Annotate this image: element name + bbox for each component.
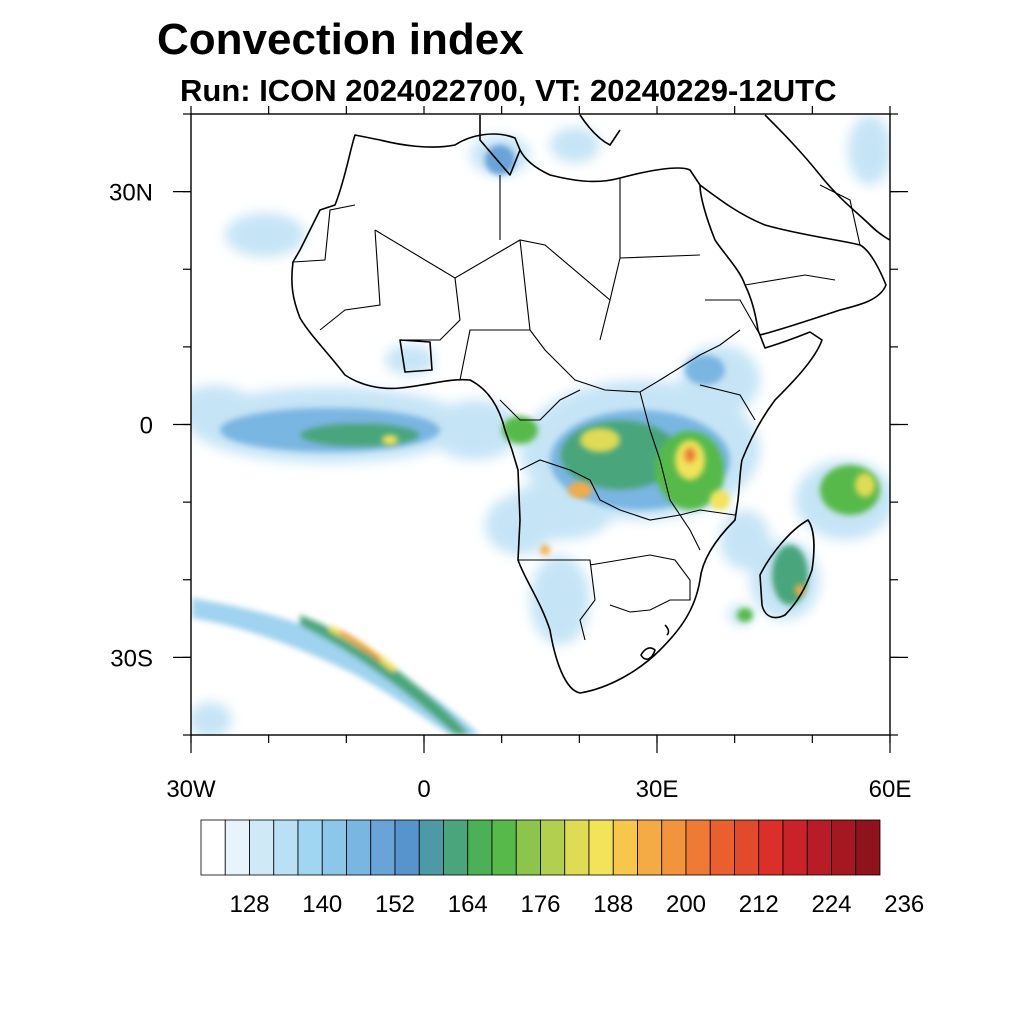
colorbar-swatch <box>637 819 663 876</box>
colorbar-swatch <box>540 819 566 876</box>
colorbar-swatch <box>346 819 372 876</box>
colorbar-swatch <box>443 819 469 876</box>
colorbar-label: 140 <box>302 891 342 918</box>
colorbar-swatch <box>200 819 226 876</box>
colorbar-swatch <box>370 819 396 876</box>
colorbar-label: 236 <box>884 891 924 918</box>
y-tick-label: 0 <box>140 413 153 440</box>
country-borders <box>292 175 861 641</box>
colorbar-swatch <box>612 819 638 876</box>
colorbar-label: 128 <box>229 891 269 918</box>
colorbar-label: 188 <box>593 891 633 918</box>
colorbar-swatch <box>491 819 517 876</box>
map-ticks <box>173 106 908 753</box>
colorbar-swatch <box>418 819 444 876</box>
colorbar-swatch <box>515 819 541 876</box>
colorbar-swatch <box>273 819 299 876</box>
colorbar-swatch <box>321 819 347 876</box>
colorbar-swatch <box>855 819 881 876</box>
map-subtitle: Run: ICON 2024022700, VT: 20240229-12UTC <box>180 73 837 108</box>
colorbar-label: 152 <box>375 891 415 918</box>
colorbar-swatch <box>685 819 711 876</box>
x-tick-label: 30E <box>636 776 679 803</box>
colorbar-swatch <box>806 819 832 876</box>
y-tick-label: 30N <box>109 180 153 207</box>
colorbar-label: 164 <box>448 891 488 918</box>
colorbar-swatch <box>564 819 590 876</box>
colorbar-label: 200 <box>666 891 706 918</box>
colorbar-swatch <box>224 819 250 876</box>
convection-field <box>191 115 890 735</box>
colorbar-swatch <box>734 819 760 876</box>
y-tick-label: 30S <box>110 645 153 672</box>
coastlines <box>291 114 891 694</box>
x-tick-label: 0 <box>417 776 430 803</box>
x-tick-label: 60E <box>869 776 912 803</box>
colorbar-swatch <box>467 819 493 876</box>
colorbar-swatch <box>709 819 735 876</box>
colorbar <box>200 819 881 876</box>
colorbar-labels: 128 140 152 164 176 188 200 212 224 236 <box>229 891 924 918</box>
colorbar-swatch <box>297 819 323 876</box>
map-tick-labels: 30W 0 30E 60E 30N 0 30S <box>109 180 911 803</box>
map-title: Convection index <box>157 15 524 64</box>
x-tick-label: 30W <box>166 776 216 803</box>
colorbar-label: 224 <box>811 891 851 918</box>
colorbar-swatch <box>394 819 420 876</box>
colorbar-label: 212 <box>739 891 779 918</box>
colorbar-label: 176 <box>520 891 560 918</box>
colorbar-swatch <box>588 819 614 876</box>
colorbar-swatch <box>782 819 808 876</box>
colorbar-swatch <box>831 819 857 876</box>
colorbar-swatch <box>758 819 784 876</box>
colorbar-swatch <box>661 819 687 876</box>
colorbar-swatch <box>249 819 275 876</box>
